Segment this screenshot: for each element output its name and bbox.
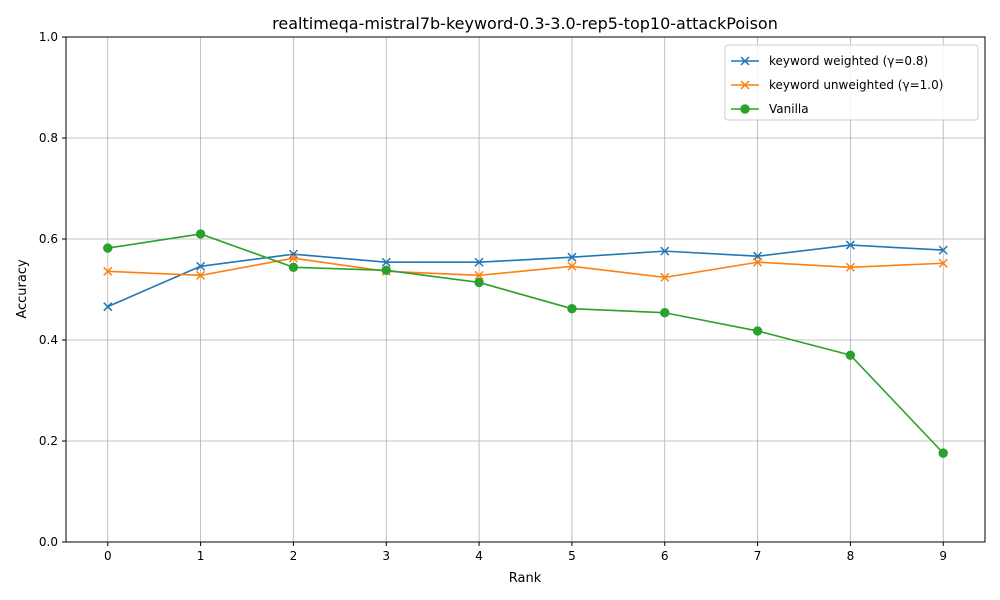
x-axis-label: Rank (509, 571, 542, 586)
legend-marker (740, 80, 750, 90)
legend-entry-1: keyword unweighted (γ=1.0) (731, 78, 943, 92)
data-point (938, 448, 948, 458)
data-point (103, 302, 113, 312)
legend-entries: keyword weighted (γ=0.8) keyword unweight… (731, 54, 943, 116)
data-point (660, 272, 670, 282)
marker-stroke (938, 245, 948, 255)
legend-entry-0: keyword weighted (γ=0.8) (731, 54, 928, 68)
x-tick-label: 1 (197, 549, 205, 563)
y-tick-label: 0.2 (39, 434, 58, 448)
data-point (103, 266, 113, 276)
legend-label: Vanilla (769, 102, 809, 116)
data-point (474, 257, 484, 267)
data-point (660, 246, 670, 256)
x-tick-label: 8 (847, 549, 855, 563)
legend-marker (740, 104, 750, 114)
series-group (103, 229, 948, 458)
data-point (474, 270, 484, 280)
y-tick-label: 0.6 (39, 232, 58, 246)
series-line (107, 233, 944, 454)
data-point (567, 252, 577, 262)
data-point (474, 277, 484, 288)
marker-stroke (660, 272, 670, 282)
marker-stroke (196, 270, 206, 280)
legend-entry-2: Vanilla (731, 102, 809, 116)
data-point (103, 243, 113, 253)
series-line (107, 244, 944, 308)
series-0 (103, 240, 948, 312)
data-point (845, 350, 856, 360)
marker-stroke (288, 249, 298, 259)
legend: keyword weighted (γ=0.8) keyword unweight… (724, 44, 979, 121)
x-tick-label: 5 (568, 549, 576, 563)
x-tick-label: 6 (661, 549, 669, 563)
plot-area-frame (65, 36, 986, 543)
data-point (845, 262, 855, 272)
data-point (938, 258, 948, 268)
series-line (107, 257, 944, 279)
marker-stroke (740, 80, 750, 90)
data-point (567, 261, 577, 271)
marker-stroke (845, 240, 855, 250)
y-axis-ticks: 0.0 0.2 0.4 0.6 0.8 1.0 (39, 30, 66, 549)
y-tick-label: 0.0 (39, 535, 58, 549)
marker-stroke (938, 258, 948, 268)
data-point (752, 326, 763, 336)
x-tick-label: 0 (104, 549, 112, 563)
y-axis-label: Accuracy (15, 259, 30, 319)
marker-stroke (474, 270, 484, 280)
x-tick-label: 9 (939, 549, 947, 563)
x-tick-label: 4 (475, 549, 483, 563)
marker-stroke (474, 257, 484, 267)
data-point (845, 240, 855, 250)
marker-stroke (845, 262, 855, 272)
marker-stroke (567, 261, 577, 271)
chart-title: realtimeqa-mistral7b-keyword-0.3-3.0-rep… (272, 14, 778, 33)
marker-stroke (288, 253, 298, 263)
data-point (381, 257, 391, 267)
marker-stroke (103, 266, 113, 276)
y-tick-label: 0.8 (39, 131, 58, 145)
x-axis-ticks: 0 1 2 3 4 5 6 7 8 9 (104, 542, 947, 563)
data-point (196, 270, 206, 280)
data-point (753, 257, 763, 267)
marker-stroke (753, 257, 763, 267)
x-tick-label: 2 (290, 549, 298, 563)
marker-stroke (660, 246, 670, 256)
marker-stroke (381, 257, 391, 267)
data-point (381, 265, 391, 276)
legend-marker (740, 56, 750, 66)
data-point (288, 253, 298, 263)
legend-box (724, 44, 979, 121)
y-tick-label: 1.0 (39, 30, 58, 44)
series-1 (103, 253, 948, 282)
data-point (567, 303, 577, 314)
series-2 (103, 229, 948, 458)
data-point (288, 262, 299, 272)
y-tick-label: 0.4 (39, 333, 58, 347)
x-tick-label: 7 (754, 549, 762, 563)
data-point (288, 249, 298, 259)
legend-label: keyword weighted (γ=0.8) (769, 54, 928, 68)
marker-stroke (567, 252, 577, 262)
data-point (196, 261, 206, 271)
data-point (660, 308, 670, 318)
marker-stroke (103, 302, 113, 312)
data-point (195, 229, 206, 239)
legend-label: keyword unweighted (γ=1.0) (769, 78, 943, 92)
marker-stroke (740, 56, 750, 66)
x-tick-label: 3 (382, 549, 390, 563)
data-point (938, 245, 948, 255)
marker-stroke (196, 261, 206, 271)
